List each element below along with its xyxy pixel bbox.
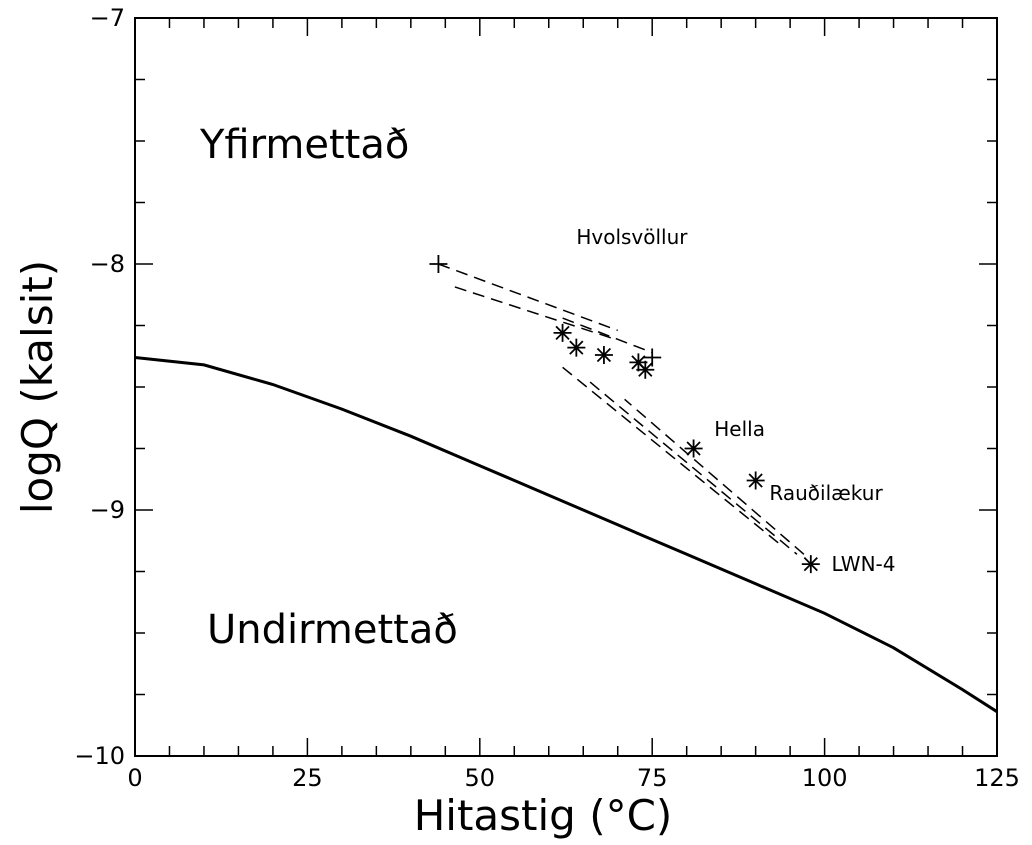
marker-stroke [555,325,570,340]
x-tick-label: 0 [127,764,142,792]
x-tick-label: 100 [802,764,848,792]
data-point [553,323,572,342]
dashed-paths [438,263,805,555]
data-points [429,255,820,574]
dashed-path [562,366,784,548]
marker-stroke [569,340,584,355]
saturation-curve [134,356,998,713]
data-point [643,348,662,367]
marker-stroke [631,355,646,370]
y-axis-label: logQ (kalsit) [13,260,62,514]
dashed-path [438,263,618,332]
data-point [567,338,586,357]
point-label: Hella [714,417,765,441]
dashed-path [451,285,612,339]
point-labels: Hvolsvöllur Hella Rauðilækur LWN-4 [576,225,895,576]
region-label-undersaturated: Undirmettað [207,607,458,653]
y-tick-label: −8 [90,250,125,278]
marker-stroke [803,557,818,572]
marker-stroke [638,362,653,377]
point-label: Hvolsvöllur [576,225,688,249]
data-point [684,439,703,458]
x-axis-label: Hitastig (°C) [414,791,673,840]
y-tick-label: −10 [74,742,125,770]
x-tick-label: 75 [637,764,668,792]
axis-tick-labels: 0 25 50 75 100 125 −10 −9 −8 −7 [74,4,1020,792]
dashed-path [589,381,798,555]
marker-stroke [748,473,763,488]
data-point [594,346,613,365]
data-point [746,471,765,490]
data-point [429,255,448,273]
marker-stroke [596,347,612,363]
axis-ticks [134,17,998,757]
y-tick-label: −9 [90,496,125,524]
dashed-path [624,398,805,555]
data-point [801,555,820,574]
region-label-supersaturated: Yfirmettað [199,122,409,168]
x-tick-label: 125 [974,764,1020,792]
point-label: LWN-4 [831,552,895,576]
data-point [636,360,655,379]
x-tick-label: 25 [292,764,323,792]
marker-stroke [686,441,701,456]
point-label: Rauðilækur [769,481,883,505]
y-tick-label: −7 [90,4,125,32]
x-tick-label: 50 [465,764,496,792]
dashed-path [562,317,653,354]
